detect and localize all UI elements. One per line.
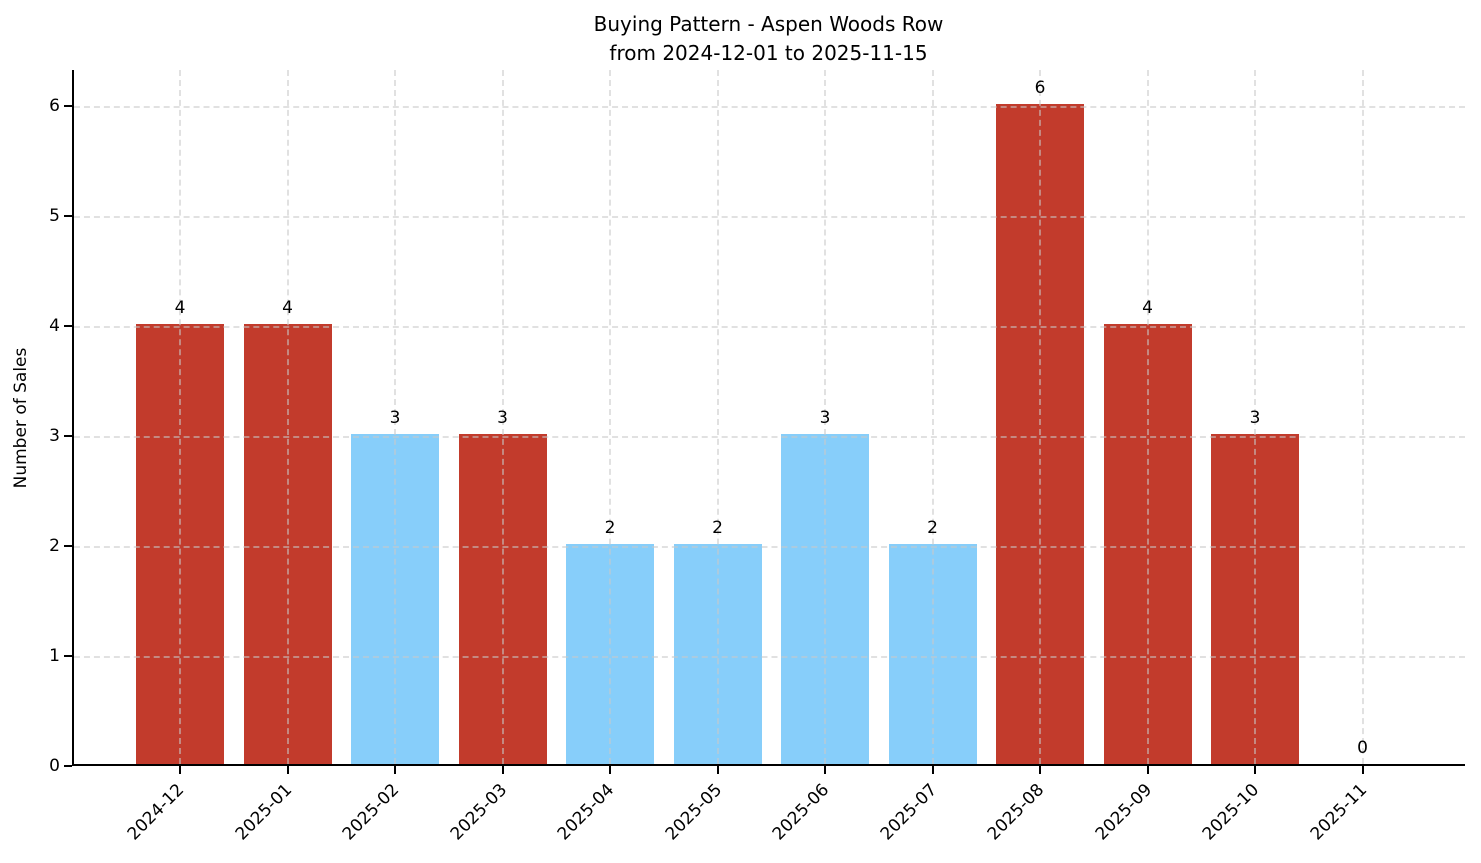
v-gridline-2024-12 — [179, 70, 181, 764]
v-gridline-2025-10 — [1254, 70, 1256, 764]
bar-value-label-2025-06: 3 — [819, 408, 831, 428]
x-tick-label-2024-12: 2024-12 — [123, 780, 189, 845]
x-tick-mark-2025-01 — [286, 766, 289, 774]
x-tick-label-2025-02: 2025-02 — [338, 780, 404, 845]
y-axis-label: Number of Sales — [11, 347, 31, 489]
bar-value-label-2025-05: 2 — [712, 518, 723, 538]
v-gridline-2025-01 — [286, 70, 289, 764]
bar-value-label-2025-08: 6 — [1034, 78, 1046, 98]
x-tick-label-2025-07: 2025-07 — [876, 780, 941, 845]
x-tick-label-2025-11: 2025-11 — [1306, 780, 1371, 845]
x-tick-mark-2025-08 — [1039, 766, 1041, 774]
chart-title: Buying Pattern - Aspen Woods Row from 20… — [72, 10, 1465, 68]
x-tick-mark-2025-06 — [824, 766, 826, 774]
h-gridline-4 — [74, 326, 1465, 328]
bar-value-label-2025-11: 0 — [1357, 738, 1368, 758]
y-tick-label-1: 1 — [49, 646, 60, 666]
x-tick-label-2025-10: 2025-10 — [1198, 780, 1264, 845]
x-tick-mark-2025-04 — [609, 766, 611, 774]
v-gridline-2025-05 — [716, 70, 719, 764]
x-tick-label-2025-03: 2025-03 — [446, 780, 511, 845]
y-tick-label-6: 6 — [49, 96, 60, 116]
y-tick-mark-1 — [64, 655, 72, 657]
x-tick-mark-2025-11 — [1361, 766, 1364, 774]
v-gridline-2025-03 — [501, 70, 504, 764]
v-gridline-2025-04 — [609, 70, 611, 764]
y-tick-mark-4 — [64, 325, 72, 327]
bar-value-label-2025-07: 2 — [927, 518, 938, 538]
x-tick-mark-2025-09 — [1146, 766, 1149, 774]
h-gridline-1 — [74, 656, 1465, 658]
bar-value-label-2025-10: 3 — [1249, 408, 1261, 428]
x-tick-mark-2024-12 — [179, 766, 181, 774]
y-tick-mark-3 — [64, 435, 72, 437]
h-gridline-2 — [74, 546, 1465, 548]
chart-title-line-1: Buying Pattern - Aspen Woods Row — [593, 12, 944, 36]
y-tick-mark-2 — [64, 545, 72, 547]
bar-value-label-2025-09: 4 — [1142, 298, 1153, 318]
y-tick-label-5: 5 — [49, 206, 60, 226]
x-tick-label-2025-08: 2025-08 — [983, 780, 1049, 845]
x-tick-mark-2025-07 — [931, 766, 934, 774]
x-tick-mark-2025-05 — [716, 766, 719, 774]
x-tick-label-2025-04: 2025-04 — [553, 780, 619, 845]
y-tick-label-3: 3 — [49, 426, 60, 446]
x-tick-label-2025-05: 2025-05 — [661, 780, 726, 845]
bar-value-label-2025-02: 3 — [389, 408, 401, 428]
v-gridline-2025-07 — [931, 70, 934, 764]
v-gridline-2025-06 — [824, 70, 826, 764]
x-tick-label-2025-01: 2025-01 — [231, 780, 296, 845]
y-tick-mark-6 — [64, 105, 72, 107]
x-tick-label-2025-09: 2025-09 — [1091, 780, 1156, 845]
y-tick-mark-5 — [64, 215, 72, 217]
y-tick-mark-0 — [64, 765, 72, 767]
x-tick-mark-2025-10 — [1254, 766, 1256, 774]
h-gridline-6 — [74, 106, 1465, 108]
v-gridline-2025-08 — [1039, 70, 1041, 764]
v-gridline-2025-09 — [1146, 70, 1149, 764]
x-tick-label-2025-06: 2025-06 — [768, 780, 834, 845]
y-tick-label-2: 2 — [49, 536, 60, 556]
v-gridline-2025-02 — [394, 70, 396, 764]
bar-value-label-2024-12: 4 — [174, 298, 186, 318]
y-tick-label-0: 0 — [49, 756, 60, 776]
v-gridline-2025-11 — [1361, 70, 1364, 764]
bar-value-label-2025-04: 2 — [604, 518, 616, 538]
plot-area: 4 2024-12 4 2025-01 3 2025-02 3 2025-03 2 2025-04… — [49, 70, 1465, 844]
bar-value-label-2025-03: 3 — [497, 408, 508, 428]
x-tick-mark-2025-03 — [501, 766, 504, 774]
y-tick-label-4: 4 — [49, 316, 60, 336]
chart-title-line-2: from 2024-12-01 to 2025-11-15 — [609, 41, 928, 65]
h-gridline-5 — [74, 216, 1465, 218]
bar-value-label-2025-01: 4 — [282, 298, 293, 318]
x-tick-mark-2025-02 — [394, 766, 396, 774]
h-gridline-3 — [74, 436, 1465, 438]
